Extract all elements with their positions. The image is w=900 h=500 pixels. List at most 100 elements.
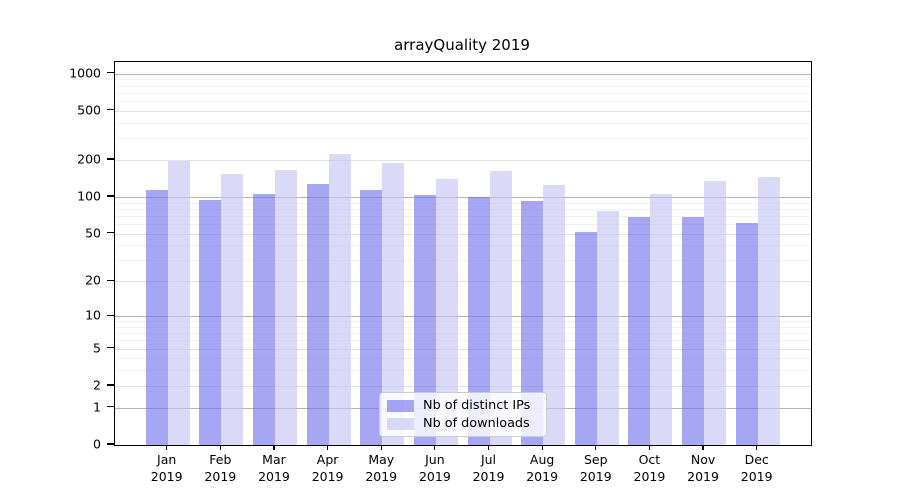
minor-gridline (115, 321, 811, 323)
power-gridline (115, 73, 811, 75)
legend-swatch-distinct-ips-icon (387, 399, 414, 412)
x-axis-tick (166, 445, 168, 451)
year-label: 2019 (258, 469, 290, 484)
x-axis-label-feb: Feb 2019 (188, 451, 252, 485)
x-axis-label-sep: Sep 2019 (564, 451, 628, 485)
x-axis-tick (219, 445, 221, 451)
major-gridline (115, 385, 811, 387)
x-axis-tick (327, 445, 329, 451)
x-axis-label-dec: Dec 2019 (725, 451, 789, 485)
minor-gridline (115, 85, 811, 87)
legend-item-downloads: Nb of downloads (387, 416, 539, 431)
y-axis-label: 100 (77, 188, 101, 204)
year-label: 2019 (472, 469, 505, 484)
month-label: Jul (480, 452, 497, 467)
y-axis-tick (107, 232, 114, 234)
minor-gridline (115, 326, 811, 328)
year-label: 2019 (633, 469, 666, 484)
year-label: 2019 (204, 469, 237, 484)
bar-distinct-ips-apr (306, 184, 329, 445)
year-label: 2019 (740, 469, 773, 484)
x-axis-tick (487, 445, 490, 451)
month-label: Apr (316, 452, 339, 467)
month-label: Aug (529, 452, 555, 467)
x-axis-label-aug: Aug 2019 (510, 451, 574, 485)
bar-downloads-sep (596, 210, 619, 445)
month-label: Dec (744, 452, 769, 467)
x-axis-tick (648, 445, 650, 451)
minor-gridline (115, 208, 811, 210)
y-axis-label: 10 (85, 307, 101, 323)
year-label: 2019 (526, 469, 559, 484)
chart-title: arrayQuality 2019 (394, 36, 530, 54)
y-axis-tick (107, 314, 114, 316)
bar-distinct-ips-sep (574, 231, 597, 445)
x-axis-label-jul: Jul 2019 (457, 451, 521, 485)
legend-swatch-downloads-icon (387, 417, 414, 430)
x-axis-tick (434, 445, 436, 451)
minor-gridline (115, 79, 811, 81)
minor-gridline (115, 333, 811, 335)
x-axis-tick (273, 445, 275, 451)
major-gridline (115, 159, 811, 161)
bar-downloads-jul (489, 171, 512, 445)
y-axis-label: 20 (85, 272, 101, 288)
bar-downloads-apr (328, 153, 351, 445)
y-axis-tick (107, 109, 114, 111)
month-label: Jun (425, 452, 445, 467)
major-gridline (115, 348, 811, 350)
plot-area (114, 61, 812, 446)
month-label: Feb (209, 452, 232, 467)
y-axis-tick (107, 443, 114, 445)
month-label: Mar (262, 452, 286, 467)
year-label: 2019 (365, 469, 398, 484)
x-axis-tick (702, 445, 704, 451)
month-label: May (368, 452, 395, 467)
x-axis-label-jun: Jun 2019 (403, 451, 467, 485)
bar-distinct-ips-dec (735, 223, 758, 445)
bar-distinct-ips-feb (199, 200, 222, 445)
minor-gridline (115, 224, 811, 226)
minor-gridline (115, 340, 811, 342)
x-axis-label-apr: Apr 2019 (296, 451, 360, 485)
x-axis-tick (756, 445, 758, 451)
y-axis-tick (107, 384, 114, 386)
x-axis-label-mar: Mar 2019 (242, 451, 306, 485)
y-axis-tick (107, 406, 114, 408)
power-gridline (115, 316, 811, 318)
minor-gridline (115, 92, 811, 94)
y-axis-tick (107, 158, 114, 160)
major-gridline (115, 233, 811, 235)
x-axis-label-nov: Nov 2019 (671, 451, 735, 485)
bar-distinct-ips-oct (628, 216, 651, 445)
month-label: Nov (690, 452, 716, 467)
bar-downloads-nov (704, 180, 727, 445)
x-axis-label-may: May 2019 (349, 451, 413, 485)
y-axis-label: 5 (93, 340, 101, 356)
minor-gridline (115, 260, 811, 262)
minor-gridline (115, 202, 811, 204)
minor-gridline (115, 358, 811, 360)
major-gridline (115, 281, 811, 283)
legend-label-distinct-ips: Nb of distinct IPs (423, 398, 531, 413)
power-gridline (115, 196, 811, 198)
y-axis-label: 500 (77, 102, 101, 118)
legend-label-downloads: Nb of downloads (423, 416, 530, 431)
y-axis-label: 50 (85, 225, 101, 241)
year-label: 2019 (687, 469, 719, 484)
bar-distinct-ips-mar (252, 193, 275, 445)
year-label: 2019 (311, 469, 344, 484)
bar-downloads-feb (221, 173, 244, 445)
y-axis-label: 1000 (69, 65, 101, 81)
major-gridline (115, 110, 811, 112)
y-axis-label: 1 (93, 399, 101, 415)
bar-downloads-jan (167, 161, 190, 445)
minor-gridline (115, 122, 811, 124)
y-axis-tick (107, 72, 114, 74)
bar-distinct-ips-jun (413, 194, 436, 445)
x-axis-tick (595, 445, 597, 451)
y-axis-label: 200 (77, 151, 101, 167)
year-label: 2019 (579, 469, 612, 484)
minor-gridline (115, 138, 811, 140)
